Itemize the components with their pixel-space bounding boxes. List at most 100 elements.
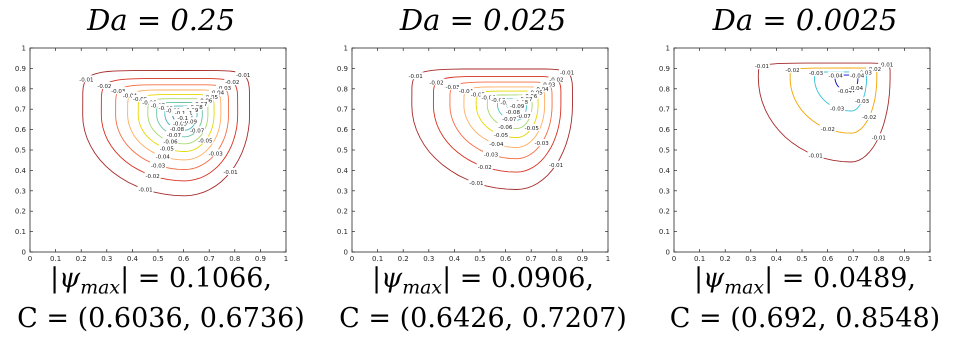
- contour-label-bg: [468, 179, 485, 187]
- y-tick-label: 0.5: [337, 147, 348, 155]
- y-tick-label: 0: [344, 249, 348, 257]
- x-tick-label: 0.1: [50, 255, 61, 262]
- contour-label: -0.05: [160, 147, 175, 153]
- contour-label-bg: [428, 78, 445, 86]
- contour-label-bg: [878, 60, 895, 68]
- contour-label-bg: [189, 126, 206, 134]
- contour-label-bg: [515, 111, 532, 119]
- contour-label: -0.03: [445, 85, 460, 91]
- contour-label: -0.02: [225, 80, 239, 86]
- contour-label-bg: [141, 98, 158, 106]
- contour-label: -0.09: [183, 119, 198, 125]
- x-tick-label: 0.6: [822, 255, 834, 262]
- contour-label: -0.06: [481, 95, 496, 101]
- contour-label-bg: [132, 95, 149, 103]
- contour-label-bg: [235, 70, 252, 78]
- contour-label: -0.01: [872, 135, 886, 141]
- y-tick-label: 0.6: [337, 126, 349, 134]
- contour-label-bg: [121, 91, 138, 99]
- plot-frame: [351, 47, 609, 253]
- contour-label: -0.02: [429, 80, 443, 86]
- contour-label: -0.02: [867, 67, 881, 73]
- contour-label-bg: [807, 69, 824, 77]
- contour-label: -0.06: [163, 140, 178, 146]
- y-tick-label: 0.1: [659, 228, 670, 236]
- plot-area: [674, 48, 930, 252]
- contour-label: -0.04: [850, 73, 865, 79]
- contour-label: -0.01: [79, 77, 93, 83]
- contour-label-bg: [870, 133, 887, 141]
- psi-max-caption: |ψmax| = 0.0489,: [693, 263, 917, 299]
- contour-label: -0.03: [209, 151, 224, 157]
- contour-label-bg: [207, 149, 224, 157]
- contour-label-bg: [847, 84, 864, 92]
- y-tick-label: 0.7: [337, 106, 348, 114]
- contour-label: -0.03: [151, 163, 166, 169]
- contour-plot: 0 0.1 0.2 0.3 0.4 0.5 0.6 0.7 0.8 0.9 1 0 0.1 0.2 0.3 0…: [659, 45, 932, 263]
- x-tick-label: 0.1: [372, 255, 383, 262]
- contour-label: -0.01: [755, 64, 769, 70]
- contour-label-bg: [154, 152, 171, 160]
- x-tick-label: 0.8: [551, 255, 562, 262]
- y-tick-label: 0.3: [659, 187, 670, 195]
- x-tick-label: 0.3: [423, 255, 434, 262]
- panel-title: Da = 0.25: [87, 3, 235, 37]
- y-tick-label: 0.2: [337, 208, 348, 216]
- y-tick-label: 0.2: [15, 208, 26, 216]
- contour-label: -0.03: [830, 106, 845, 112]
- contour-label-bg: [171, 119, 188, 127]
- contour-label: -0.06: [498, 125, 513, 131]
- contour-label: -0.02: [862, 115, 876, 121]
- contour-label-bg: [829, 104, 846, 112]
- contour-label: -0.07: [491, 98, 506, 104]
- contour-label: -0.1: [177, 116, 188, 122]
- contour-label-bg: [548, 75, 565, 83]
- contour-label: -0.01: [138, 188, 152, 194]
- contour-label: -0.07: [502, 117, 517, 123]
- plot-frame: [29, 47, 287, 253]
- y-tick-label: 0.6: [659, 126, 671, 134]
- x-tick-label: 0.3: [101, 255, 112, 262]
- contour-label-bg: [407, 72, 424, 80]
- contour-label-bg: [444, 83, 461, 91]
- contour-label: -0.01: [549, 163, 563, 169]
- contour-label-bg: [483, 150, 500, 158]
- contour-label: -0.02: [97, 84, 111, 90]
- contour-label-bg: [169, 125, 186, 133]
- y-tick-label: 0.5: [15, 147, 26, 155]
- x-tick-label: 0.6: [500, 255, 512, 262]
- contour-label-bg: [162, 137, 179, 145]
- contour-label-bg: [861, 112, 878, 120]
- contour-label-bg: [110, 87, 127, 95]
- contour-label-bg: [222, 167, 239, 175]
- contour-label-bg: [753, 62, 770, 70]
- psi-max-caption: |ψmax| = 0.0906,: [371, 263, 595, 299]
- contour-label-bg: [137, 185, 154, 193]
- x-tick-label: 0.8: [229, 255, 240, 262]
- y-tick-label: 0.2: [659, 208, 670, 216]
- contour-label-bg: [144, 171, 161, 179]
- contour-label: -0.08: [506, 110, 521, 116]
- contour-label: -0.04: [459, 89, 474, 95]
- contour-label: -0.01: [409, 74, 423, 80]
- panel-da-025: Da = 0.25 0 0.1 0.2 0.3 0.4 0.5 0.6 0.7 0.8 0.9 1 0…: [0, 0, 322, 345]
- contour-label-bg: [174, 113, 191, 121]
- y-tick-label: 0.5: [659, 147, 670, 155]
- x-tick-label: 0.5: [152, 255, 163, 262]
- contour-label-bg: [96, 82, 113, 90]
- y-tick-label: 0.3: [337, 187, 348, 195]
- x-tick-label: 0: [672, 255, 676, 262]
- y-tick-label: 0.7: [659, 106, 670, 114]
- y-tick-label: 0.8: [15, 85, 26, 93]
- contour-label-bg: [784, 66, 801, 74]
- contour-label: -0.05: [133, 97, 148, 103]
- contour-label: -0.01: [469, 181, 483, 187]
- y-tick-label: 0: [666, 249, 670, 257]
- contour-label: -0.04: [489, 142, 504, 148]
- x-tick-label: 0.5: [474, 255, 485, 262]
- contour-label-bg: [158, 144, 175, 152]
- contour-label: -0.01: [879, 63, 893, 69]
- contour-label-bg: [533, 84, 550, 92]
- contour-label-bg: [480, 93, 497, 101]
- contour-label-bg: [202, 92, 219, 100]
